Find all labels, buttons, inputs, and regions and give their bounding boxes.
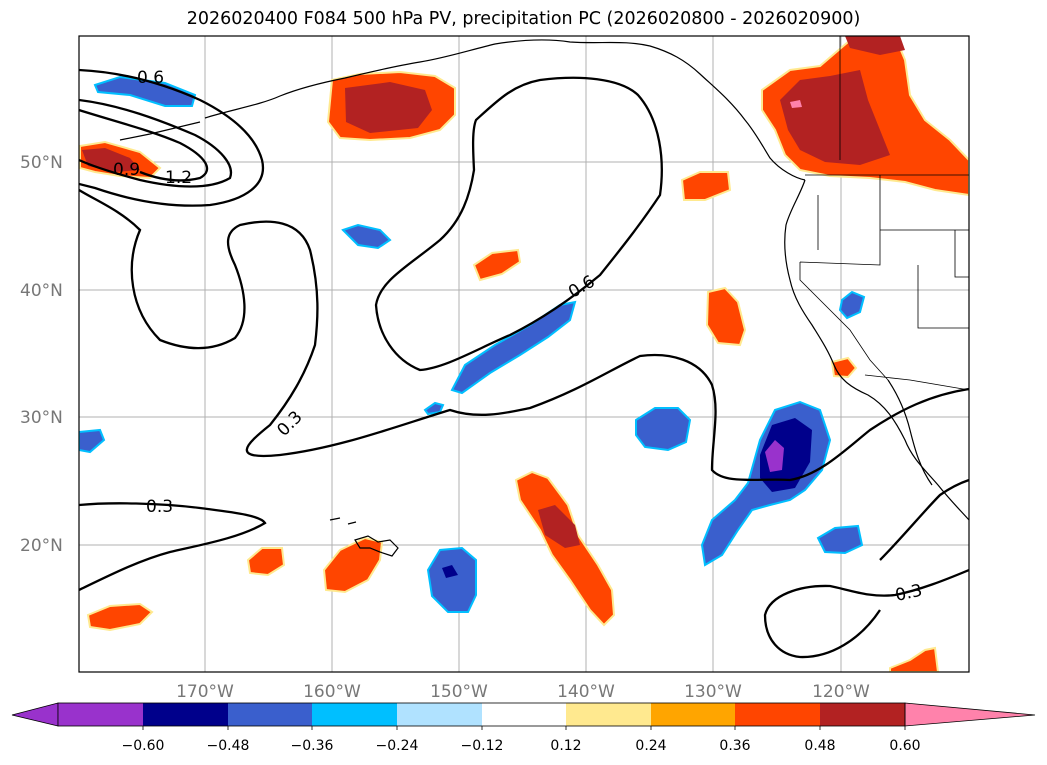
precip-neg-band <box>450 300 577 395</box>
political-borders <box>799 36 969 391</box>
map-plot-area: 0.6 0.9 1.2 0.3 0.6 0.3 0.3 <box>79 36 969 672</box>
lat-label: 40°N <box>20 281 63 301</box>
colorbar-extend-low <box>11 702 59 727</box>
lon-label: 150°W <box>430 682 488 702</box>
precip-pos-hawaii <box>322 536 384 594</box>
precip-neg-subtropical-peak <box>765 440 784 472</box>
colorbar: −0.60 −0.48 −0.36 −0.24 −0.12 0.12 0.24 … <box>11 702 1036 754</box>
alaska-islands <box>119 121 201 141</box>
precip-neg-hawaii <box>426 546 477 613</box>
contour-label: 0.6 <box>137 68 164 88</box>
colorbar-tick-label: −0.60 <box>122 738 165 754</box>
precip-pos-se <box>889 646 940 672</box>
colorbar-segment <box>228 703 312 726</box>
longitude-labels: 170°W 160°W 150°W 140°W 130°W 120°W <box>176 682 870 702</box>
lat-label: 20°N <box>20 536 63 556</box>
colorbar-segment <box>482 703 566 726</box>
precip-pos-west-b <box>86 602 154 632</box>
pv-contour-0.6-closed <box>374 76 663 372</box>
contour-label: 0.9 <box>113 160 140 180</box>
precip-neg-central <box>635 407 692 452</box>
colorbar-segment <box>735 703 820 726</box>
lon-label: 140°W <box>557 682 615 702</box>
map-frame <box>78 35 970 673</box>
colorbar-tick-label: 0.24 <box>635 738 666 754</box>
west-coast <box>784 179 969 521</box>
colorbar-extend-high <box>904 702 1036 727</box>
hawaii-islands <box>354 535 399 557</box>
precip-pos-offshore <box>705 286 747 347</box>
colorbar-tick-label: −0.12 <box>461 738 504 754</box>
colorbar-segment <box>651 703 735 726</box>
colorbar-tick-label: 0.12 <box>550 738 581 754</box>
alaska-coast <box>204 39 806 181</box>
coastlines <box>119 39 969 557</box>
colorbar-segment <box>820 703 905 726</box>
precip-neg-subtropical-core <box>760 418 812 492</box>
precip-neg-small-a <box>341 223 392 250</box>
pv-contour-0.6-nw <box>79 68 265 207</box>
precip-neg-west-edge <box>79 428 106 454</box>
baja-inner <box>887 379 933 486</box>
negative-precip-anomalies <box>79 75 866 613</box>
colorbar-tick-label: −0.24 <box>376 738 419 754</box>
pv-contour-0.3-se <box>763 568 969 659</box>
pv-contour-1.2 <box>79 108 209 182</box>
precip-neg-hawaii-core <box>442 565 458 578</box>
precip-pos-west-a <box>246 547 286 577</box>
pv-contour-0.3-main <box>79 189 969 482</box>
colorbar-tick-label: −0.36 <box>291 738 334 754</box>
pv-contours <box>79 68 969 659</box>
precip-pos-bc-core <box>780 70 890 165</box>
lon-label: 170°W <box>176 682 234 702</box>
precip-pos-alaska-core <box>345 82 432 133</box>
precip-neg-cal <box>838 290 866 320</box>
colorbar-tick-label: 0.36 <box>719 738 750 754</box>
colorbar-segment <box>143 703 228 726</box>
map-title: 2026020400 F084 500 hPa PV, precipitatio… <box>186 9 861 29</box>
lon-label: 160°W <box>303 682 361 702</box>
colorbar-tick-label: 0.60 <box>889 738 920 754</box>
pv-contour-0.3-south <box>79 502 267 592</box>
contour-label: 1.2 <box>165 168 192 188</box>
colorbar-segment <box>312 703 397 726</box>
precip-neg-small-b <box>423 401 445 416</box>
pv-contour-0.9 <box>79 98 233 188</box>
pv-contour-0.3-east <box>879 478 969 561</box>
latitude-labels: 50°N 40°N 30°N 20°N <box>20 153 63 556</box>
precip-pos-south-core <box>538 505 580 548</box>
colorbar-segment <box>58 703 143 726</box>
lat-label: 50°N <box>20 153 63 173</box>
colorbar-tick-label: 0.48 <box>804 738 835 754</box>
colorbar-segment <box>566 703 651 726</box>
contour-label: 0.3 <box>146 497 173 517</box>
precip-pos-ne-corner <box>845 36 905 55</box>
lon-label: 120°W <box>812 682 870 702</box>
precip-pos-mid <box>472 248 522 282</box>
precip-pos-gulf <box>680 171 732 201</box>
positive-precip-anomalies <box>79 36 969 672</box>
lat-label: 30°N <box>20 408 63 428</box>
precip-neg-east <box>816 524 864 555</box>
colorbar-tick-label: −0.48 <box>207 738 250 754</box>
precip-pos-bc-peak <box>790 100 802 108</box>
hawaii-small <box>329 517 357 525</box>
lon-label: 130°W <box>684 682 742 702</box>
colorbar-segment <box>397 703 482 726</box>
